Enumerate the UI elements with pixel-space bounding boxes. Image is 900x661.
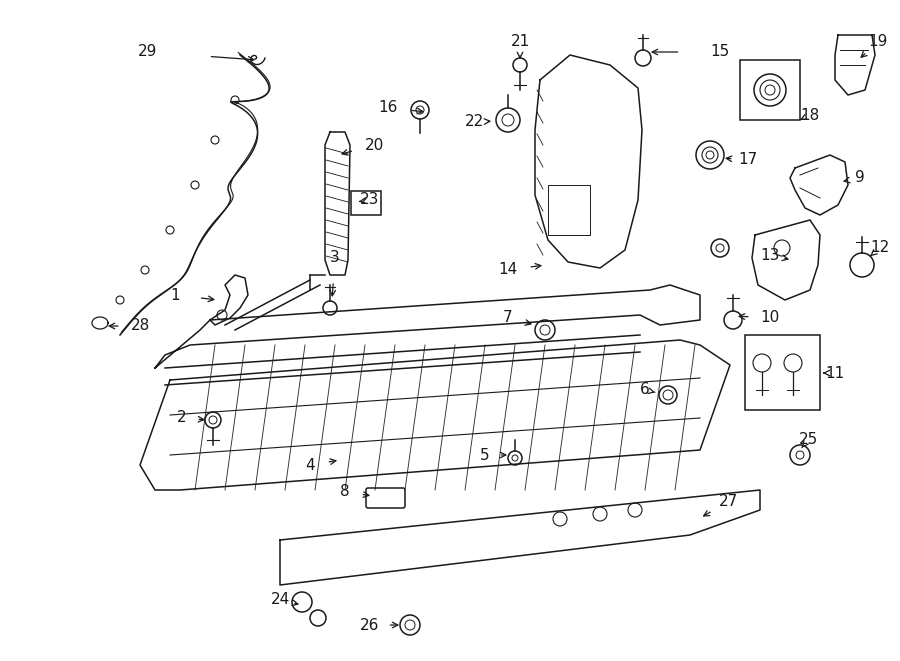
Text: 28: 28 bbox=[130, 319, 149, 334]
Text: 2: 2 bbox=[177, 410, 187, 426]
Text: 8: 8 bbox=[340, 485, 350, 500]
Text: 29: 29 bbox=[139, 44, 158, 59]
Text: 23: 23 bbox=[360, 192, 380, 208]
Text: 12: 12 bbox=[870, 241, 889, 256]
Text: 10: 10 bbox=[760, 311, 779, 325]
Text: 3: 3 bbox=[330, 251, 340, 266]
Text: 25: 25 bbox=[798, 432, 817, 447]
Text: 22: 22 bbox=[465, 114, 484, 130]
Text: 27: 27 bbox=[718, 494, 738, 510]
Text: 24: 24 bbox=[270, 592, 290, 607]
Bar bbox=[740, 60, 800, 120]
Bar bbox=[548, 185, 590, 235]
Text: 21: 21 bbox=[510, 34, 529, 50]
Bar bbox=[745, 335, 820, 410]
Text: 1: 1 bbox=[170, 288, 180, 303]
Text: 11: 11 bbox=[825, 366, 844, 381]
Text: 19: 19 bbox=[868, 34, 887, 50]
Text: 7: 7 bbox=[503, 311, 513, 325]
Text: 17: 17 bbox=[738, 153, 758, 167]
Text: 26: 26 bbox=[360, 617, 380, 633]
Text: 9: 9 bbox=[855, 171, 865, 186]
Text: 13: 13 bbox=[760, 247, 779, 262]
Text: 5: 5 bbox=[481, 447, 490, 463]
Text: 16: 16 bbox=[378, 100, 398, 116]
Text: 20: 20 bbox=[364, 137, 383, 153]
Text: 15: 15 bbox=[710, 44, 730, 59]
Text: 18: 18 bbox=[800, 108, 820, 122]
Text: 14: 14 bbox=[499, 262, 517, 278]
Text: 4: 4 bbox=[305, 457, 315, 473]
Text: 6: 6 bbox=[640, 383, 650, 397]
